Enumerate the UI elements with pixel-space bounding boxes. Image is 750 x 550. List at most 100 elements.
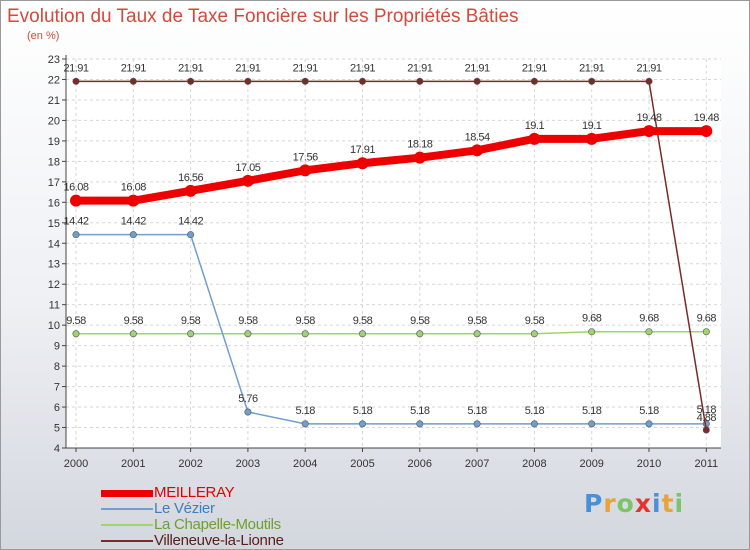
chart-title: Evolution du Taux de Taxe Foncière sur l… xyxy=(7,6,519,27)
data-point xyxy=(530,330,538,338)
data-label: 5.18 xyxy=(525,405,545,417)
data-label: 9.58 xyxy=(295,315,315,327)
data-label: 5.18 xyxy=(295,405,315,417)
data-label: 5.18 xyxy=(582,405,602,417)
data-point xyxy=(358,77,366,85)
data-label: 5.76 xyxy=(238,393,258,405)
data-label: 9.58 xyxy=(66,315,86,327)
data-label: 16.56 xyxy=(178,172,203,184)
data-label: 4.88 xyxy=(697,412,717,424)
data-point xyxy=(244,330,252,338)
data-point xyxy=(702,426,710,434)
data-label: 19.1 xyxy=(582,120,602,132)
x-tick-label: 2006 xyxy=(408,458,432,470)
data-point xyxy=(645,77,653,85)
data-label: 14.42 xyxy=(178,216,203,228)
data-point xyxy=(356,157,369,170)
data-label: 5.18 xyxy=(410,405,430,417)
data-label: 19.48 xyxy=(636,112,661,124)
data-label: 21.91 xyxy=(636,62,661,74)
data-label: 21.91 xyxy=(63,62,88,74)
data-label: 9.58 xyxy=(181,315,201,327)
data-point xyxy=(528,132,541,145)
data-label: 21.91 xyxy=(407,62,432,74)
data-point xyxy=(244,77,252,85)
data-label: 17.91 xyxy=(350,144,375,156)
y-tick-label: 22 xyxy=(48,74,60,86)
data-point xyxy=(530,420,538,428)
data-label: 14.42 xyxy=(63,216,88,228)
y-tick-label: 11 xyxy=(49,300,60,312)
data-label: 5.18 xyxy=(353,405,373,417)
proxiti-logo: Proxiti xyxy=(584,489,685,518)
series-line xyxy=(76,80,708,431)
data-point xyxy=(184,184,197,197)
data-label: 18.18 xyxy=(407,139,432,151)
data-point xyxy=(588,328,596,336)
data-point xyxy=(530,77,538,85)
legend-label: Villeneuve-la-Lionne xyxy=(154,532,284,549)
data-label: 18.54 xyxy=(465,131,490,143)
data-label: 21.91 xyxy=(465,62,490,74)
y-tick-label: 4 xyxy=(54,443,60,455)
y-tick-label: 6 xyxy=(54,402,60,414)
legend-swatch xyxy=(101,540,153,542)
data-point xyxy=(72,330,80,338)
data-point xyxy=(301,330,309,338)
data-label: 14.42 xyxy=(121,216,146,228)
data-label: 9.58 xyxy=(353,315,373,327)
x-tick-label: 2008 xyxy=(522,458,546,470)
data-point xyxy=(416,420,424,428)
data-point xyxy=(473,420,481,428)
plot-area xyxy=(66,59,721,448)
data-point xyxy=(301,77,309,85)
series-line xyxy=(76,127,707,205)
data-point xyxy=(588,77,596,85)
y-tick-label: 14 xyxy=(48,238,60,250)
legend-swatch xyxy=(101,508,153,510)
data-point xyxy=(187,231,195,239)
data-point xyxy=(358,420,366,428)
y-axis-unit: (en %) xyxy=(27,30,60,42)
data-label: 21.91 xyxy=(579,62,604,74)
data-point xyxy=(72,77,80,85)
data-point xyxy=(473,77,481,85)
data-label: 9.68 xyxy=(639,313,659,325)
data-label: 9.58 xyxy=(525,315,545,327)
legend-swatch xyxy=(101,489,153,497)
data-point xyxy=(700,125,713,138)
data-label: 16.08 xyxy=(121,182,146,194)
data-label: 9.58 xyxy=(124,315,144,327)
data-label: 17.05 xyxy=(235,162,260,174)
y-tick-label: 23 xyxy=(48,54,60,66)
data-label: 16.08 xyxy=(63,182,88,194)
y-tick-label: 10 xyxy=(48,320,60,332)
data-point xyxy=(358,330,366,338)
data-label: 19.48 xyxy=(694,112,719,124)
data-point xyxy=(129,231,137,239)
y-tick-label: 18 xyxy=(48,156,60,168)
data-point xyxy=(416,330,424,338)
y-tick-label: 7 xyxy=(54,382,60,394)
data-point xyxy=(413,151,426,164)
data-label: 21.91 xyxy=(121,62,146,74)
data-point xyxy=(416,77,424,85)
legend-label: MEILLERAY xyxy=(154,484,235,501)
y-tick-label: 5 xyxy=(54,423,60,435)
data-label: 5.18 xyxy=(697,404,717,416)
y-tick-label: 9 xyxy=(54,341,60,353)
x-tick-label: 2005 xyxy=(350,458,374,470)
x-tick-label: 2002 xyxy=(178,458,202,470)
data-label: 21.91 xyxy=(293,62,318,74)
data-point xyxy=(299,164,312,177)
y-tick-label: 21 xyxy=(48,95,60,107)
data-label: 21.91 xyxy=(522,62,547,74)
y-tick-label: 15 xyxy=(48,218,60,230)
data-label: 5.18 xyxy=(467,405,487,417)
data-point xyxy=(645,420,653,428)
y-tick-label: 12 xyxy=(48,279,60,291)
data-point xyxy=(585,132,598,145)
data-label: 9.68 xyxy=(582,313,602,325)
data-label: 9.58 xyxy=(467,315,487,327)
